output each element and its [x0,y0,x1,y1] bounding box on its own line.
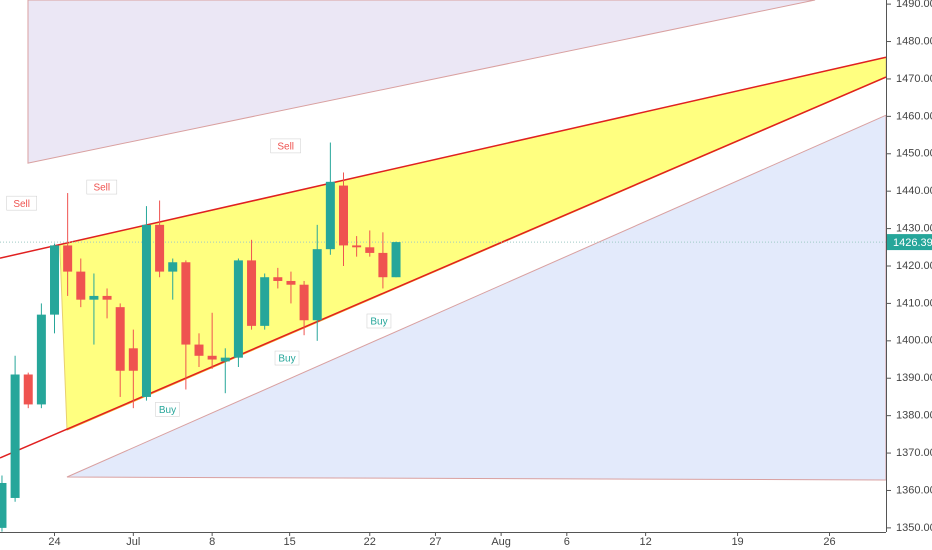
candle-body [338,185,348,246]
candle-body [365,247,375,253]
y-tick-label: 1350.00 [896,522,932,534]
candle-body [207,355,217,360]
annotation-box [274,350,300,366]
candle-body [63,245,73,272]
y-tick-label: 1360.00 [896,484,932,496]
candle-body [299,284,309,321]
x-tick-label: 12 [639,536,651,548]
y-tick-label: 1490.00 [896,0,932,10]
candle-body [0,482,7,528]
x-tick-label: Aug [491,536,511,548]
candle-body [286,280,296,285]
candle-body [115,307,125,371]
candle-body [181,262,191,345]
candle-body [36,314,46,405]
candle-body [23,374,33,405]
x-tick-label: 24 [48,536,60,548]
y-tick-label: 1390.00 [896,372,932,384]
candle-body [260,277,270,326]
candle-body [128,348,138,371]
x-tick-label: 15 [284,536,296,548]
last-price-label: 1426.39 [893,237,932,249]
x-tick-label: 27 [429,536,441,548]
y-tick-label: 1440.00 [896,185,932,197]
trend-line [0,56,887,259]
candle-body [391,242,401,278]
y-tick-label: 1460.00 [896,110,932,122]
candle-body [141,224,151,397]
annotation-box [155,402,180,417]
annotation-label: Sell [277,142,294,153]
annotation-label: Sell [93,183,110,194]
annotation-label: Buy [370,317,387,328]
annotation-label: Sell [13,199,30,210]
candle-body [155,224,165,272]
x-tick-label: 8 [209,536,215,548]
candle-body [352,245,362,248]
candle-body [325,181,335,250]
candle-body [102,295,112,300]
annotation-label: Buy [159,405,176,416]
candle-body [194,344,204,356]
annotation-box [6,195,37,211]
candle-body [10,374,20,498]
y-tick-label: 1480.00 [896,35,932,47]
candle-body [168,262,178,272]
x-tick-label: 22 [364,536,376,548]
x-tick-label: 26 [823,536,835,548]
plot-area [0,0,887,532]
y-tick-label: 1400.00 [896,335,932,347]
annotation-box [270,138,301,154]
candle-body [76,271,86,300]
y-tick-label: 1380.00 [896,410,932,422]
y-tick-label: 1370.00 [896,447,932,459]
annotation-box [86,179,118,195]
candle-body [220,357,230,362]
y-tick-label: 1420.00 [896,260,932,272]
candle-body [50,245,60,315]
candle-body [247,260,257,326]
y-tick-label: 1470.00 [896,73,932,85]
x-tick-label: 6 [564,536,570,548]
y-tick-label: 1450.00 [896,148,932,160]
last-price-tag [887,234,932,251]
x-tick-label: 19 [731,536,743,548]
drawing-polygon [27,0,816,164]
y-tick-label: 1410.00 [896,297,932,309]
annotation-label: Buy [278,354,295,365]
annotation-box [366,313,392,329]
candle-body [273,277,283,281]
x-tick-label: Jul [126,536,140,548]
candle-body [378,252,388,278]
y-tick-label: 1430.00 [896,222,932,234]
candle-body [312,249,322,321]
candle-body [233,260,243,358]
candle-body [89,295,99,300]
